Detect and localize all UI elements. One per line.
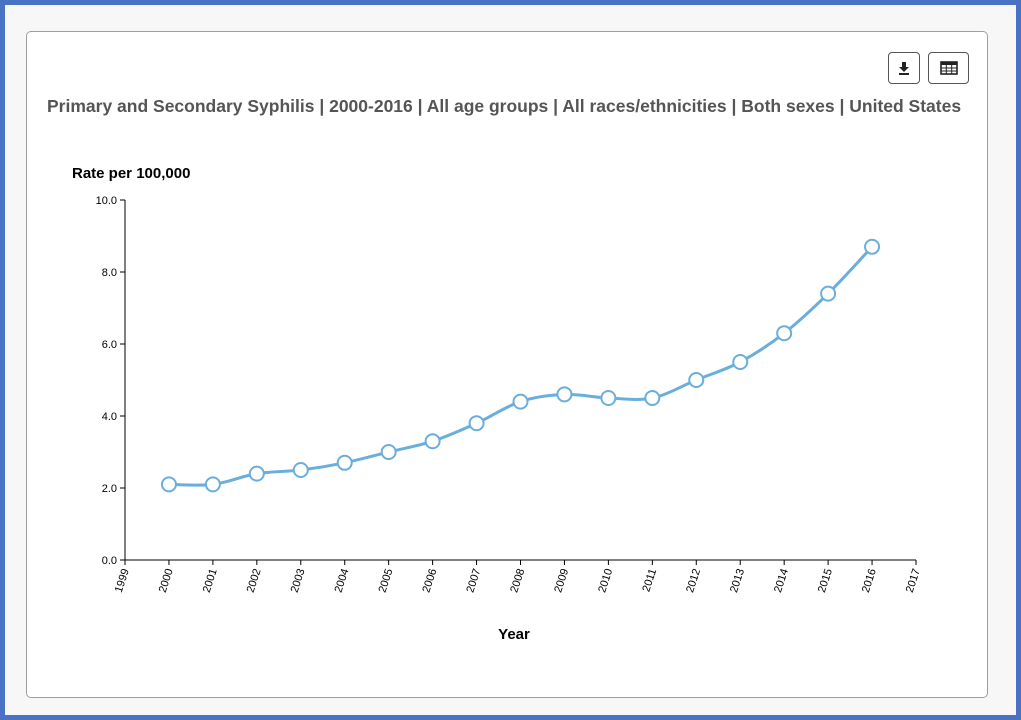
data-point[interactable] [688,372,705,388]
data-point[interactable] [380,444,397,460]
series-line [168,245,874,487]
x-tick-label: 2016 [860,567,879,594]
data-point[interactable] [556,386,573,403]
x-tick-label: 2003 [289,567,308,594]
x-axis-label: Year [498,626,530,643]
x-tick-label: 2001 [201,567,220,594]
x-tick-label: 2008 [508,567,527,594]
x-tick-label: 2014 [772,567,791,594]
chart-panel [26,31,988,698]
x-tick-label: 2013 [728,567,747,594]
x-tick-label: 2015 [816,567,835,594]
data-point[interactable] [600,390,617,406]
data-point[interactable] [864,238,881,255]
table-view-button[interactable] [928,52,969,84]
y-tick-label: 2.0 [102,483,117,495]
data-point[interactable] [292,462,309,478]
x-tick-label: 2011 [640,567,659,593]
y-tick-label: 0.0 [102,555,117,567]
data-point[interactable] [336,454,353,471]
chart-title: Primary and Secondary Syphilis | 2000-20… [47,96,962,116]
data-point[interactable] [248,465,265,482]
y-axis-label: Rate per 100,000 [72,165,190,182]
x-tick-label: 1999 [113,567,132,594]
data-point[interactable] [732,354,749,370]
x-tick-label: 2004 [333,567,352,594]
data-point[interactable] [424,433,441,450]
x-tick-label: 2009 [552,567,571,594]
download-icon [899,62,909,75]
x-tick-label: 2006 [420,567,439,594]
data-point[interactable] [160,476,177,493]
data-point[interactable] [820,285,837,302]
data-point[interactable] [468,415,485,432]
x-tick-label: 2010 [596,567,615,594]
data-point[interactable] [644,390,661,406]
data-point[interactable] [204,476,221,493]
download-button[interactable] [888,52,920,84]
x-tick-label: 2017 [904,567,923,594]
y-tick-label: 6.0 [102,339,117,351]
y-tick-label: 10.0 [96,195,117,207]
y-tick-label: 4.0 [102,411,117,423]
data-point[interactable] [512,393,529,410]
table-icon [939,61,958,75]
y-tick-label: 8.0 [102,267,117,279]
x-tick-label: 2000 [157,567,176,594]
data-point[interactable] [776,325,793,342]
x-tick-label: 2007 [464,567,483,594]
x-tick-label: 2002 [245,567,264,594]
x-tick-label: 2012 [684,567,703,594]
x-tick-label: 2005 [377,567,396,594]
